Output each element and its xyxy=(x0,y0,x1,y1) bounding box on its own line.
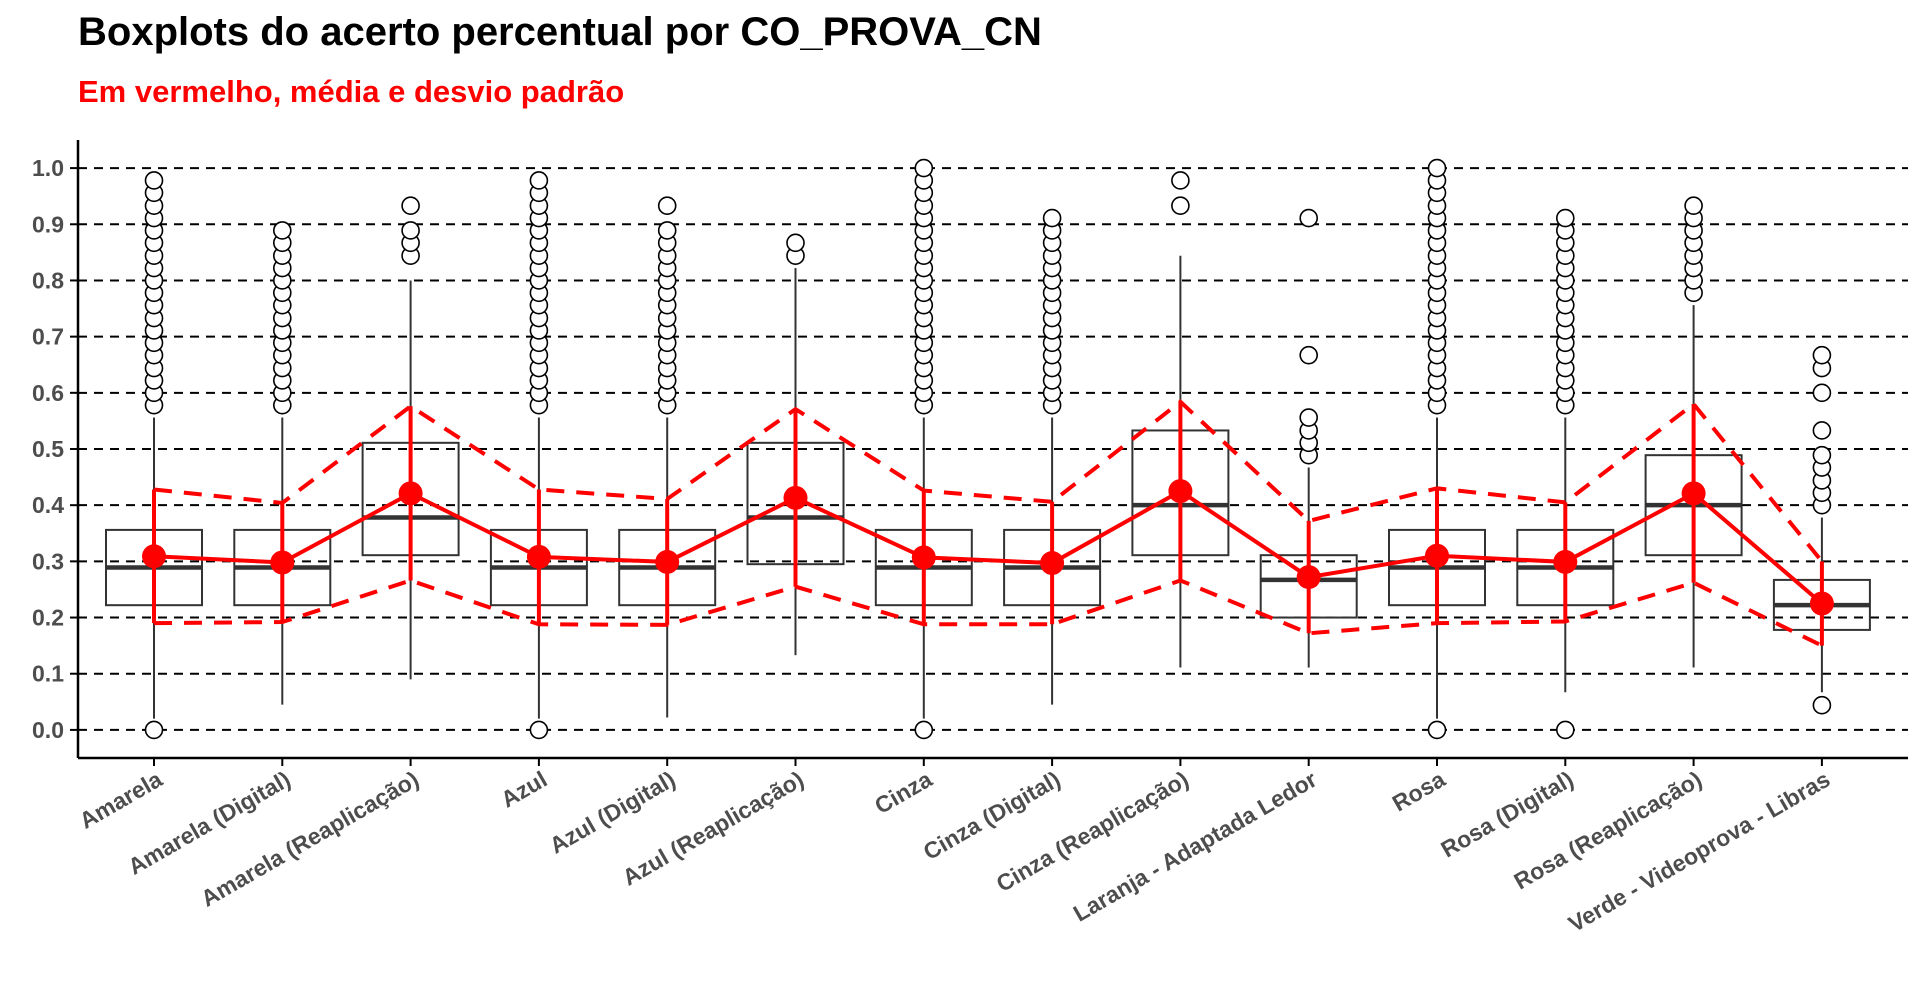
y-tick-label: 0.8 xyxy=(32,267,64,293)
grid-layer xyxy=(78,167,1908,731)
outlier-point xyxy=(657,196,677,216)
outlier-point xyxy=(529,171,549,190)
mean-point xyxy=(1809,591,1834,616)
y-tick-label: 0.6 xyxy=(32,380,64,406)
y-tick-label: 0.0 xyxy=(32,717,64,743)
box-group xyxy=(105,171,203,740)
x-tick-label: Azul xyxy=(496,766,551,813)
mean-point xyxy=(655,549,680,574)
outlier-point xyxy=(1684,196,1703,216)
outlier-point xyxy=(272,221,292,240)
outlier-point xyxy=(144,171,164,190)
mean-point xyxy=(783,485,808,510)
outlier-point xyxy=(1042,208,1062,228)
outlier-point xyxy=(1427,720,1447,740)
mean-point xyxy=(526,544,551,569)
mean-point xyxy=(1553,549,1578,574)
box-group xyxy=(1003,208,1102,705)
x-tick-label: Amarela (Reaplicação) xyxy=(196,766,423,912)
box-group xyxy=(874,158,973,740)
outlier-point xyxy=(1556,208,1575,228)
y-tick-label: 0.1 xyxy=(32,661,64,687)
mean-sd-overlay xyxy=(142,399,1834,648)
outlier-point xyxy=(1299,208,1318,228)
outlier-point xyxy=(657,221,677,240)
x-tick-label: Cinza xyxy=(870,766,936,819)
y-tick-label: 0.4 xyxy=(32,492,64,518)
y-tick-label: 0.5 xyxy=(32,436,64,462)
box-group xyxy=(1388,158,1486,740)
outlier-point xyxy=(401,221,420,240)
outlier-point xyxy=(1299,345,1318,365)
outlier-point xyxy=(1812,421,1832,440)
box-group xyxy=(233,221,332,705)
outlier-point xyxy=(144,720,164,740)
mean-point xyxy=(1681,481,1706,506)
mean-point xyxy=(1040,551,1065,576)
box-group xyxy=(1772,345,1871,715)
outlier-point xyxy=(1812,345,1832,365)
x-tick-label: Rosa xyxy=(1388,766,1450,817)
outlier-point xyxy=(1171,196,1190,216)
mean-point xyxy=(1168,479,1193,504)
y-tick-label: 0.2 xyxy=(32,605,64,631)
y-tick-label: 0.3 xyxy=(32,548,64,574)
mean-point xyxy=(1425,543,1449,568)
outlier-point xyxy=(1299,408,1318,427)
outlier-point xyxy=(1812,383,1832,403)
y-tick-label: 0.9 xyxy=(32,211,64,237)
outlier-point xyxy=(1812,445,1832,465)
outlier-point xyxy=(1556,720,1575,740)
mean-point xyxy=(270,550,295,575)
box-group xyxy=(1644,196,1743,668)
box-group xyxy=(489,171,588,740)
outlier-point xyxy=(529,720,549,740)
sd-upper-line xyxy=(153,399,1824,563)
sd-lower-line xyxy=(153,578,1823,648)
outlier-point xyxy=(914,720,934,740)
chart-title: Boxplots do acerto percentual por CO_PRO… xyxy=(78,10,1042,54)
outlier-point xyxy=(1427,158,1447,178)
outlier-point xyxy=(1812,695,1832,715)
x-tick-label: Amarela xyxy=(75,766,167,834)
mean-point xyxy=(142,544,166,569)
chart-subtitle: Em vermelho, média e desvio padrão xyxy=(78,74,625,109)
mean-line xyxy=(153,488,1824,606)
box-group xyxy=(618,196,717,718)
y-tick-label: 1.0 xyxy=(32,155,64,181)
outlier-point xyxy=(1171,171,1190,190)
mean-point xyxy=(398,481,423,506)
outlier-point xyxy=(786,233,805,253)
mean-point xyxy=(911,545,936,570)
outlier-point xyxy=(914,158,934,178)
y-tick-label: 0.7 xyxy=(32,324,64,350)
box-layer xyxy=(105,158,1871,740)
box-group xyxy=(1516,208,1615,740)
outlier-point xyxy=(401,196,420,216)
mean-point xyxy=(1296,565,1321,590)
x-tick-label: Laranja - Adaptada Ledor xyxy=(1069,766,1321,927)
